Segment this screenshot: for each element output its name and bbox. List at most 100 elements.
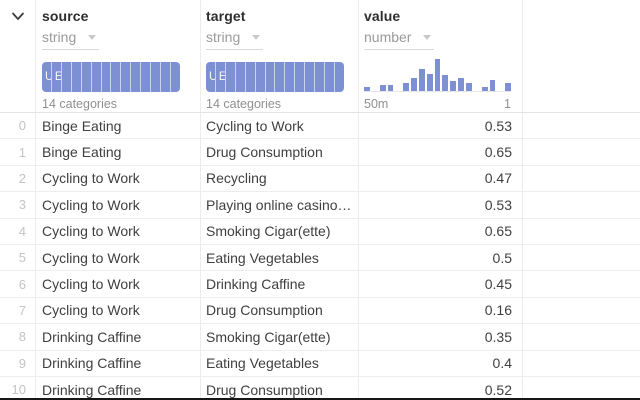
cell-source: Cycling to Work [36,192,201,218]
table-row: 2 Cycling to Work Recycling 0.47 [0,165,640,193]
value-histogram [364,58,512,92]
cell-source: Cycling to Work [36,271,201,297]
category-segment [334,62,344,92]
histogram-bar [481,87,488,91]
column-type-select-target[interactable]: string [206,29,264,50]
cell-empty [523,139,640,164]
cell-value: 0.65 [359,218,523,244]
table-row: 5 Cycling to Work Eating Vegetables 0.5 [0,244,640,272]
category-segment [235,62,246,92]
cell-target: Playing online casino… [201,192,359,218]
category-segment [81,62,92,92]
category-segment [305,62,316,92]
cell-source: Cycling to Work [36,297,201,324]
value-range-caption: 50m 1 [364,97,511,112]
category-segment [141,62,152,92]
category-segment [121,62,132,92]
table-row: 10 Drinking Caffine Drug Consumption 0.52 [0,376,640,400]
cell-value: 0.53 [359,113,523,139]
category-segment [61,62,72,92]
histogram-bar [465,83,472,91]
category-segment: Ea [51,62,62,92]
cell-source: Cycling to Work [36,165,201,192]
table-row: 6 Cycling to Work Drinking Caffine 0.45 [0,271,640,298]
cell-source: Cycling to Work [36,244,201,271]
table-row: 0 Binge Eating Cycling to Work 0.53 [0,113,640,140]
category-segment [255,62,266,92]
cell-source: Cycling to Work [36,218,201,244]
table-body[interactable]: 0 Binge Eating Cycling to Work 0.53 1 Binge E… [0,113,640,400]
cell-source: Drinking Caffine [36,350,201,376]
category-segment [265,62,276,92]
category-segment [295,62,306,92]
category-segment [91,62,102,92]
table-header: source string UEa 14 categories target s… [0,0,640,113]
histogram-bar [364,87,370,91]
cell-empty [523,245,640,270]
category-segment: U [206,62,216,92]
table-row: 7 Cycling to Work Drug Consumption 0.16 [0,297,640,325]
row-index: 10 [0,376,36,400]
chevron-down-icon [252,34,261,40]
category-segment: Ea [215,62,226,92]
histogram-bar [418,69,425,91]
histogram-bar [379,85,386,91]
cell-value: 0.35 [359,324,523,350]
histogram-min-label: 50m [364,97,389,111]
table-row: 9 Drinking Caffine Eating Vegetables 0.4 [0,350,640,377]
cell-value: 0.47 [359,165,523,192]
category-segment [71,62,82,92]
column-type-label: string [42,29,77,45]
cell-target: Drug Consumption [201,376,359,400]
histogram-bar [387,85,394,91]
collapse-toggle[interactable] [0,0,36,112]
cell-empty [523,271,640,296]
chevron-down-icon [88,34,97,40]
row-index: 3 [0,192,36,218]
histogram-bar [450,81,457,91]
cell-target: Smoking Cigar(ette) [201,324,359,350]
category-segment [151,62,162,92]
table-row: 4 Cycling to Work Smoking Cigar(ette) 0.65 [0,218,640,245]
cell-target: Recycling [201,165,359,192]
column-title-target: target [206,8,246,24]
cell-target: Eating Vegetables [201,244,359,271]
category-segment [325,62,335,92]
cell-value: 0.4 [359,350,523,376]
target-summary-caption: 14 categories [206,97,282,111]
row-index: 6 [0,271,36,297]
cell-target: Drug Consumption [201,297,359,324]
histogram-bar [434,59,441,91]
column-type-select-source[interactable]: string [42,29,100,50]
target-category-bar: UEa [206,62,344,92]
cell-target: Eating Vegetables [201,350,359,376]
row-index: 2 [0,165,36,192]
cell-empty [523,192,640,217]
histogram-bar [411,78,417,91]
category-segment [285,62,296,92]
histogram-bar [458,78,464,91]
row-index: 1 [0,139,36,165]
row-index: 4 [0,218,36,244]
category-segment [315,62,326,92]
cell-value: 0.52 [359,376,523,400]
chevron-down-icon [10,11,26,28]
cell-target: Cycling to Work [201,113,359,139]
column-type-select-value[interactable]: number [364,29,435,50]
window-bottom-edge [0,398,640,400]
category-segment [275,62,286,92]
column-header-source: source string UEa 14 categories [36,0,201,112]
cell-empty [523,351,640,376]
category-segment [131,62,142,92]
cell-value: 0.5 [359,244,523,271]
column-title-value: value [364,8,401,24]
chevron-down-icon [423,34,432,40]
category-segment [111,62,122,92]
cell-empty [523,166,640,191]
column-type-label: number [364,29,412,45]
histogram-bar [403,83,410,91]
table-row: 3 Cycling to Work Playing online casino… 0.… [0,192,640,219]
column-header-target: target string UEa 14 categories [201,0,359,112]
histogram-bar [442,75,449,91]
